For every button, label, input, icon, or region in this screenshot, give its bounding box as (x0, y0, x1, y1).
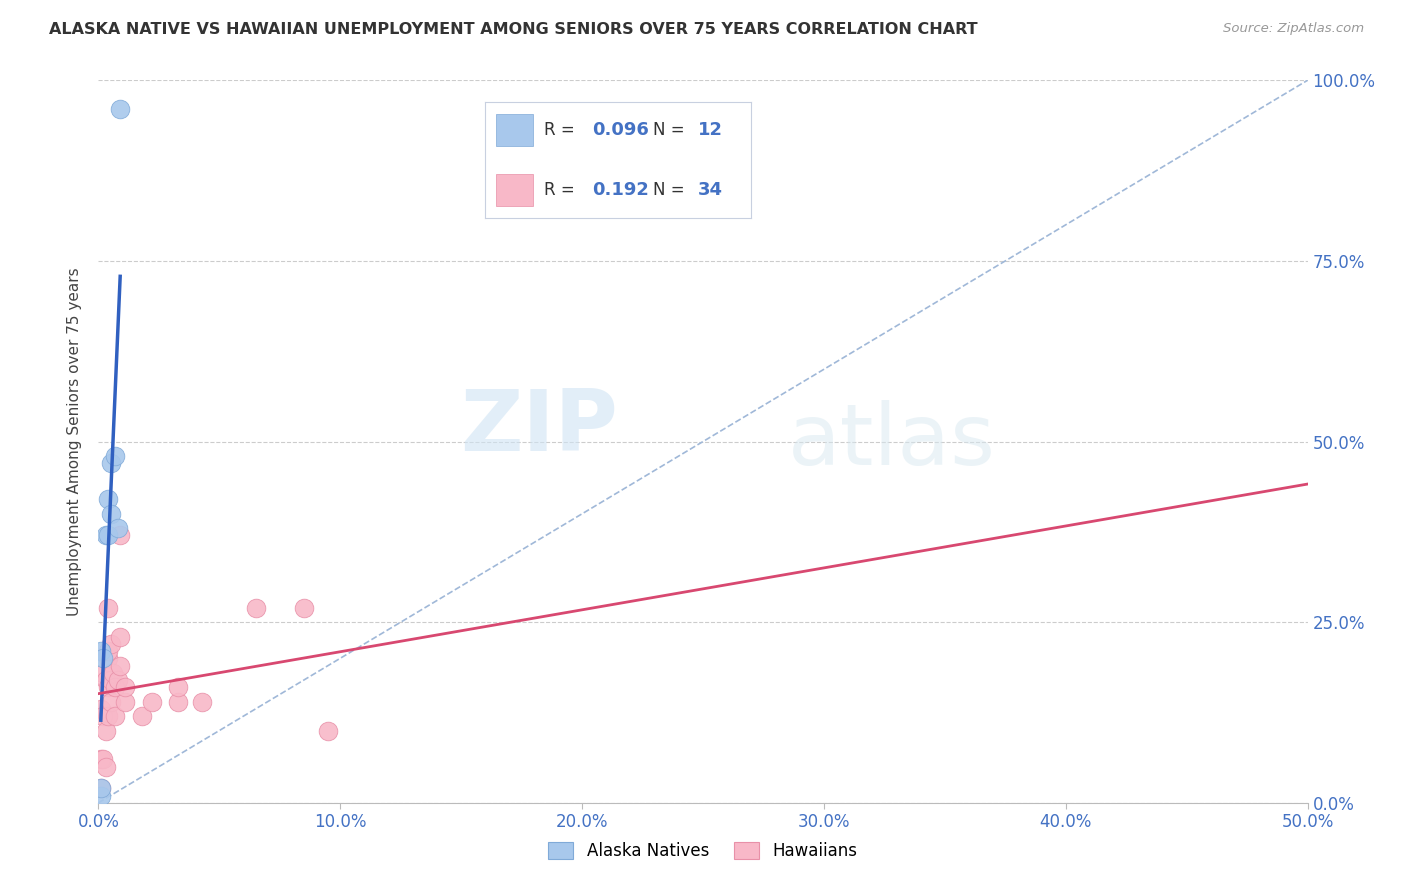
Text: ZIP: ZIP (461, 385, 619, 468)
Point (97, 709, 120, 723)
Point (114, 695, 136, 709)
Point (167, 680, 190, 694)
Point (131, 709, 153, 723)
Point (245, 600, 267, 615)
Point (91, 651, 114, 665)
Point (91, 665, 114, 680)
Point (90, 644, 112, 658)
Point (108, 658, 131, 673)
Point (107, 673, 129, 687)
Point (97, 492, 120, 507)
Text: ALASKA NATIVE VS HAWAIIAN UNEMPLOYMENT AMONG SENIORS OVER 75 YEARS CORRELATION C: ALASKA NATIVE VS HAWAIIAN UNEMPLOYMENT A… (49, 22, 977, 37)
Point (191, 695, 214, 709)
Point (90, 789, 112, 803)
Point (94, 528, 117, 542)
Point (100, 637, 122, 651)
Point (100, 507, 122, 521)
Point (91, 709, 114, 723)
Point (100, 673, 122, 687)
Point (104, 709, 127, 723)
Point (90, 781, 112, 796)
Text: atlas: atlas (787, 400, 995, 483)
Point (97, 528, 120, 542)
Y-axis label: Unemployment Among Seniors over 75 years: Unemployment Among Seniors over 75 years (67, 268, 83, 615)
Point (94, 760, 117, 774)
Point (107, 521, 129, 535)
Point (100, 695, 122, 709)
Text: Source: ZipAtlas.com: Source: ZipAtlas.com (1223, 22, 1364, 36)
Point (108, 528, 131, 542)
Point (167, 695, 190, 709)
Point (316, 723, 339, 738)
Point (97, 644, 120, 658)
Point (141, 695, 163, 709)
Point (101, 665, 124, 680)
Point (97, 651, 120, 665)
Point (90, 752, 112, 766)
Point (114, 680, 136, 694)
Point (108, 102, 131, 116)
Point (108, 630, 131, 644)
Point (100, 456, 122, 470)
Point (94, 723, 117, 738)
Point (90, 781, 112, 796)
Point (90, 702, 112, 716)
Point (104, 680, 127, 694)
Point (94, 673, 117, 687)
Point (91, 752, 114, 766)
Point (97, 600, 120, 615)
Point (97, 680, 120, 694)
Point (104, 449, 127, 463)
Legend: Alaska Natives, Hawaiians: Alaska Natives, Hawaiians (541, 835, 865, 867)
Point (292, 600, 315, 615)
